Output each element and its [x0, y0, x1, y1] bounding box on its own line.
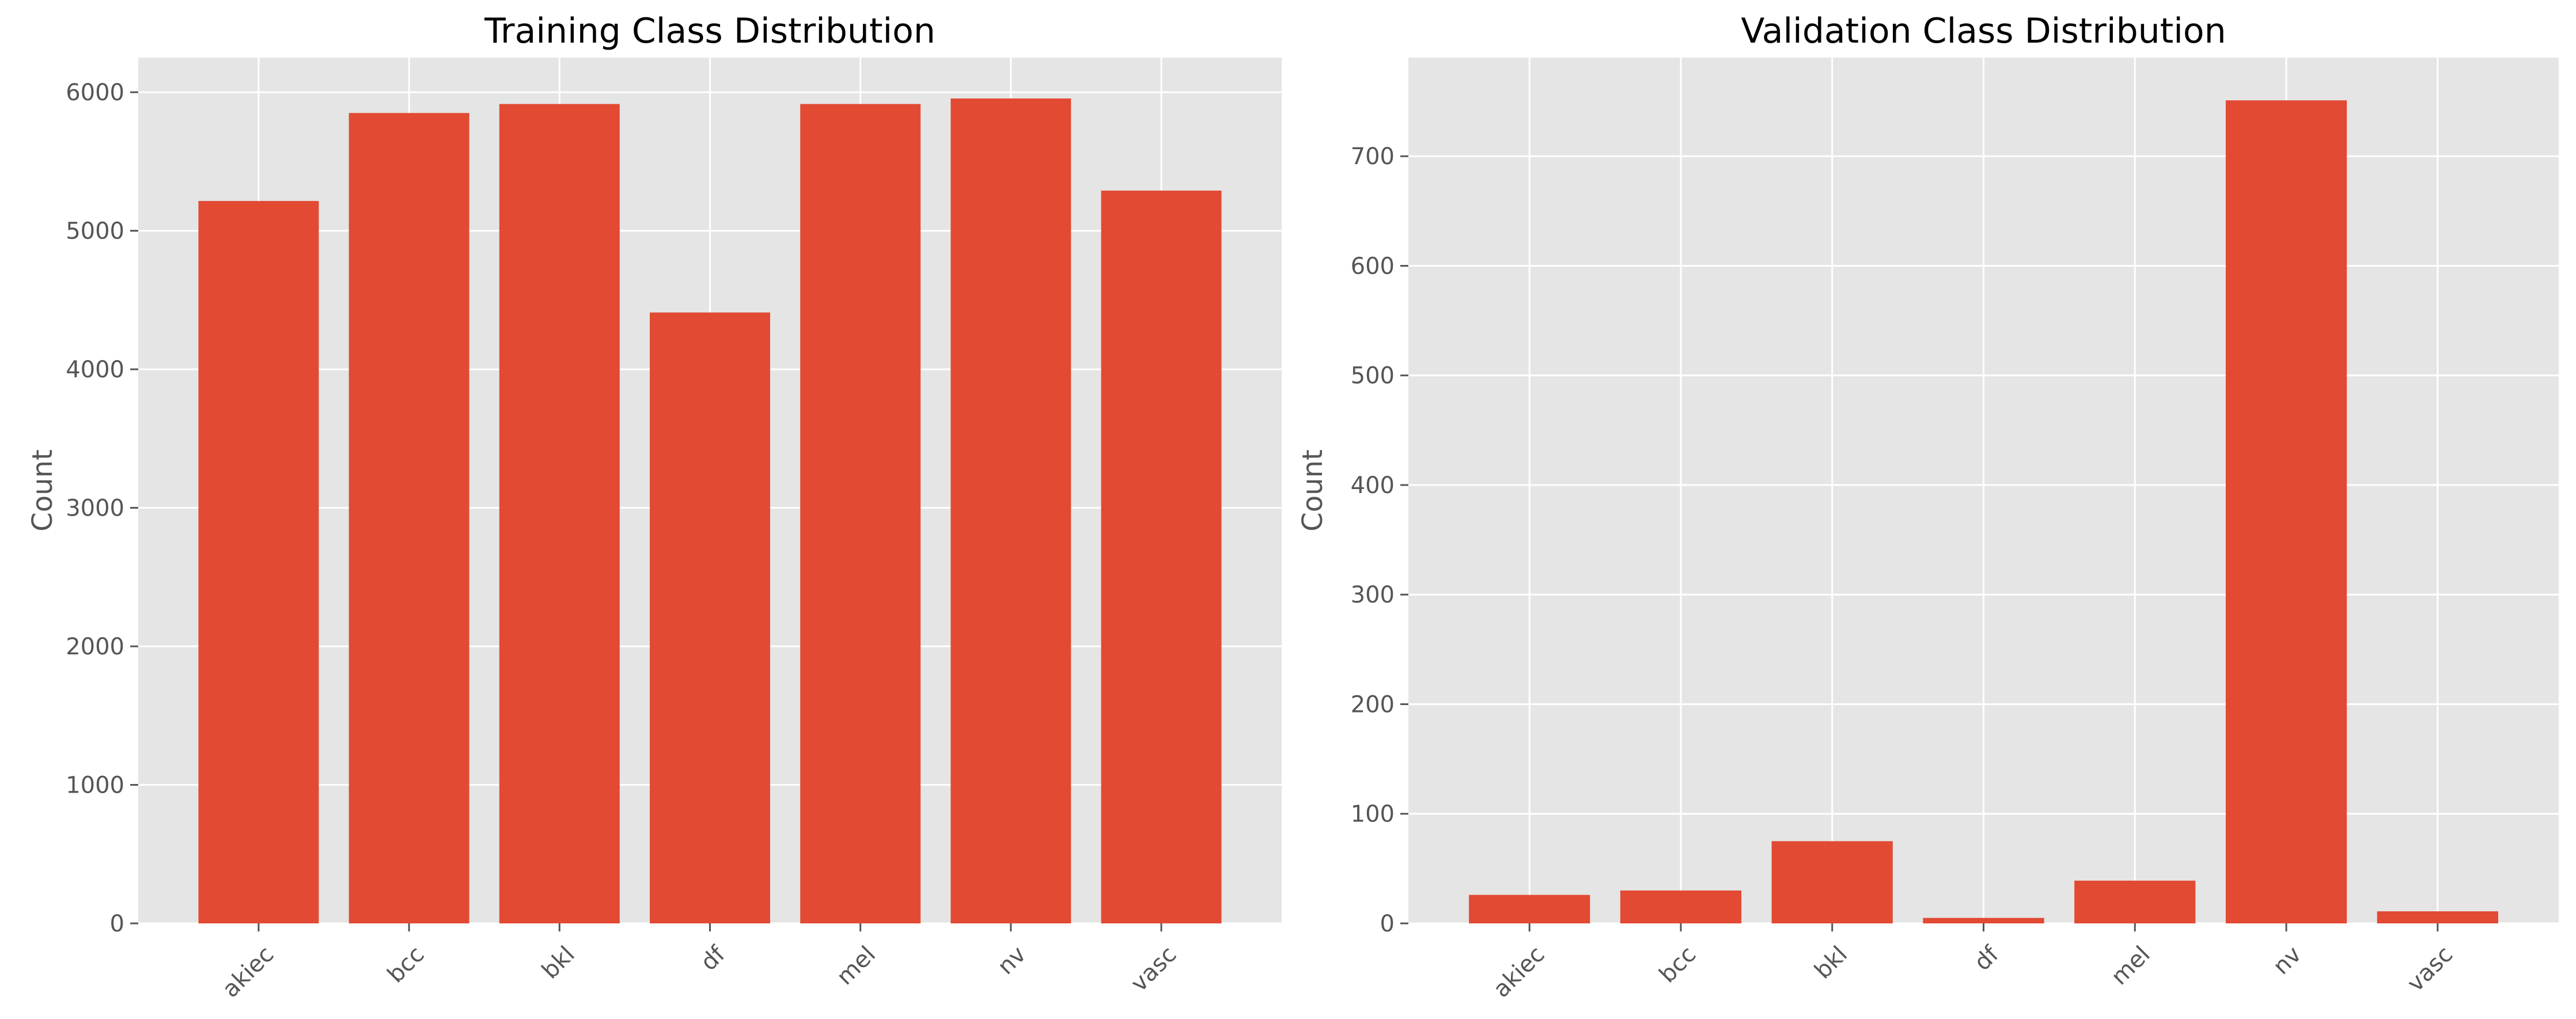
validation-bar-mel	[2074, 880, 2196, 923]
training-y-axis: 0 1000 2000 3000 4000 5000 6000	[66, 79, 138, 937]
training-y-tick-label: 5000	[66, 218, 124, 245]
validation-y-tick-label: 500	[1351, 363, 1395, 389]
training-y-axis-label: Count	[26, 449, 59, 532]
validation-chart-title: Validation Class Distribution	[1741, 11, 2226, 51]
validation-bar-nv	[2225, 100, 2347, 923]
training-bar-bkl	[499, 104, 620, 924]
validation-y-tick-label: 600	[1351, 253, 1395, 279]
training-y-tick-label: 1000	[66, 772, 124, 799]
validation-y-tick-label: 100	[1351, 801, 1395, 828]
training-bar-akiec	[198, 200, 319, 924]
validation-y-axis: 0 100 200 300 400 500 600 700	[1351, 143, 1408, 937]
training-bar-vasc	[1101, 190, 1222, 923]
validation-bar-bcc	[1620, 890, 1742, 923]
validation-bars	[1469, 100, 2498, 923]
validation-y-axis-label: Count	[1297, 449, 1329, 532]
training-y-tick-label: 0	[110, 911, 124, 937]
validation-bar-akiec	[1469, 895, 1590, 923]
validation-bar-df	[1923, 918, 2044, 923]
training-bars	[198, 98, 1222, 924]
validation-bar-vasc	[2377, 911, 2498, 923]
validation-bar-bkl	[1771, 841, 1893, 923]
training-y-tick-label: 2000	[66, 634, 124, 660]
validation-y-tick-label: 0	[1380, 911, 1395, 937]
validation-y-tick-label: 700	[1351, 143, 1395, 170]
validation-y-tick-label: 300	[1351, 582, 1395, 608]
training-y-tick-label: 3000	[66, 495, 124, 522]
training-y-tick-label: 4000	[66, 357, 124, 383]
validation-y-tick-label: 200	[1351, 691, 1395, 718]
training-bar-bcc	[348, 113, 469, 923]
training-bar-nv	[950, 98, 1071, 923]
training-chart-title: Training Class Distribution	[484, 11, 935, 51]
training-bar-mel	[800, 104, 921, 924]
training-bar-df	[650, 312, 770, 924]
validation-y-tick-label: 400	[1351, 472, 1395, 499]
training-y-tick-label: 6000	[66, 79, 124, 106]
